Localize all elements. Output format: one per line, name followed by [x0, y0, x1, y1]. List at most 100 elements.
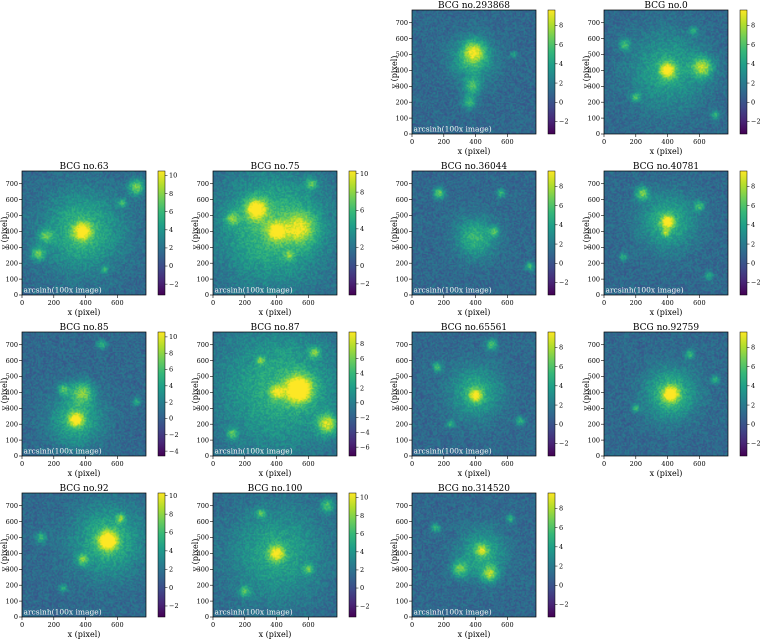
colorbar-tick-label: 10: [169, 172, 177, 180]
y-tick-label: 300: [396, 244, 408, 252]
y-tick-label: 700: [588, 19, 600, 27]
y-tick-label: 300: [588, 83, 600, 91]
panel-title: BCG no.92: [59, 484, 108, 494]
colorbar-tick-label: 4: [559, 221, 563, 229]
x-tick-label: 200: [239, 460, 251, 468]
colorbar-tick-label: −2: [559, 279, 569, 287]
y-tick-label: 100: [6, 436, 18, 444]
y-axis-label: y (pixel): [582, 378, 591, 412]
y-tick-label: 500: [6, 212, 18, 220]
y-tick-label: 600: [396, 357, 408, 365]
y-axis-label: y (pixel): [191, 217, 200, 251]
image-annotation: arcsinh(100x image): [24, 447, 102, 456]
colorbar-tick-label: 2: [559, 562, 563, 570]
y-tick-label: 200: [197, 420, 209, 428]
y-tick-label: 300: [396, 405, 408, 413]
x-tick-label: 400: [79, 621, 91, 629]
y-tick-label: 600: [588, 196, 600, 204]
x-tick-label: 0: [20, 460, 24, 468]
bcg-heatmap-image: [604, 332, 728, 456]
colorbar-tick-label: 2: [559, 79, 563, 87]
y-tick-label: 400: [396, 67, 408, 75]
y-axis-label: y (pixel): [582, 56, 591, 90]
colorbar-tick-label: 2: [169, 565, 173, 573]
bcg-heatmap-image: [604, 10, 728, 134]
colorbar-tick-label: 8: [751, 183, 755, 191]
bcg-heatmap-image: [22, 332, 146, 456]
x-tick-label: 600: [501, 621, 513, 629]
x-tick-label: 200: [48, 460, 60, 468]
colorbar-tick-label: 6: [559, 524, 563, 532]
bcg-heatmap-image: [604, 171, 728, 295]
x-tick-label: 200: [438, 138, 450, 146]
y-tick-label: 700: [588, 341, 600, 349]
colorbar-tick-label: 8: [169, 349, 173, 357]
x-axis-label: x (pixel): [259, 308, 292, 317]
x-tick-label: 200: [239, 299, 251, 307]
panel-title: BCG no.85: [59, 323, 108, 333]
image-annotation: arcsinh(100x image): [215, 608, 293, 617]
y-axis-label: y (pixel): [0, 539, 9, 573]
y-tick-label: 0: [14, 452, 18, 460]
colorbar: [547, 492, 556, 618]
y-tick-label: 100: [588, 114, 600, 122]
colorbar-tick-label: −2: [751, 440, 760, 448]
colorbar-tick-label: 4: [751, 221, 755, 229]
colorbar-tick-label: 0: [360, 399, 364, 407]
y-tick-label: 0: [596, 452, 600, 460]
colorbar-tick-label: −2: [559, 601, 569, 609]
colorbar-tick-label: 10: [360, 170, 368, 178]
plot-frame: [212, 492, 338, 618]
y-tick-label: 300: [197, 405, 209, 413]
x-tick-label: 0: [20, 299, 24, 307]
image-annotation: arcsinh(100x image): [215, 286, 293, 295]
y-tick-label: 500: [396, 373, 408, 381]
x-tick-label: 600: [501, 138, 513, 146]
y-tick-label: 0: [404, 130, 408, 138]
y-tick-label: 700: [396, 19, 408, 27]
bcg-heatmap-image: [412, 10, 536, 134]
y-axis-label: y (pixel): [582, 217, 591, 251]
y-axis-label: y (pixel): [191, 378, 200, 412]
x-tick-label: 0: [410, 299, 414, 307]
y-tick-label: 200: [588, 259, 600, 267]
y-axis-label: y (pixel): [390, 217, 399, 251]
y-tick-label: 0: [205, 291, 209, 299]
y-tick-label: 600: [197, 196, 209, 204]
colorbar-tick-label: 4: [559, 543, 563, 551]
colorbar: [739, 9, 748, 135]
colorbar-tick-label: −4: [360, 429, 370, 437]
y-tick-label: 600: [396, 196, 408, 204]
y-tick-label: 700: [396, 341, 408, 349]
x-tick-label: 0: [602, 460, 606, 468]
x-tick-label: 0: [410, 460, 414, 468]
x-tick-label: 0: [211, 299, 215, 307]
y-axis-label: y (pixel): [0, 217, 9, 251]
y-tick-label: 600: [197, 357, 209, 365]
y-tick-label: 100: [197, 436, 209, 444]
y-tick-label: 500: [588, 51, 600, 59]
colorbar: [157, 170, 166, 296]
image-annotation: arcsinh(100x image): [24, 286, 102, 295]
colorbar-tick-label: −2: [169, 280, 179, 288]
image-annotation: arcsinh(100x image): [606, 286, 684, 295]
colorbar-tick-label: 0: [559, 581, 563, 589]
y-tick-label: 200: [6, 259, 18, 267]
y-tick-label: 600: [6, 357, 18, 365]
colorbar-tick-label: −2: [169, 431, 179, 439]
plot-frame: [603, 9, 729, 135]
x-tick-label: 400: [469, 299, 481, 307]
y-tick-label: 700: [396, 502, 408, 510]
panel-title: BCG no.0: [644, 1, 688, 11]
y-tick-label: 400: [588, 67, 600, 75]
y-tick-label: 400: [6, 389, 18, 397]
y-tick-label: 500: [6, 373, 18, 381]
y-tick-label: 300: [588, 405, 600, 413]
y-axis-label: y (pixel): [390, 56, 399, 90]
colorbar-tick-label: 2: [360, 566, 364, 574]
y-tick-label: 500: [197, 534, 209, 542]
colorbar-tick-label: −2: [751, 279, 760, 287]
